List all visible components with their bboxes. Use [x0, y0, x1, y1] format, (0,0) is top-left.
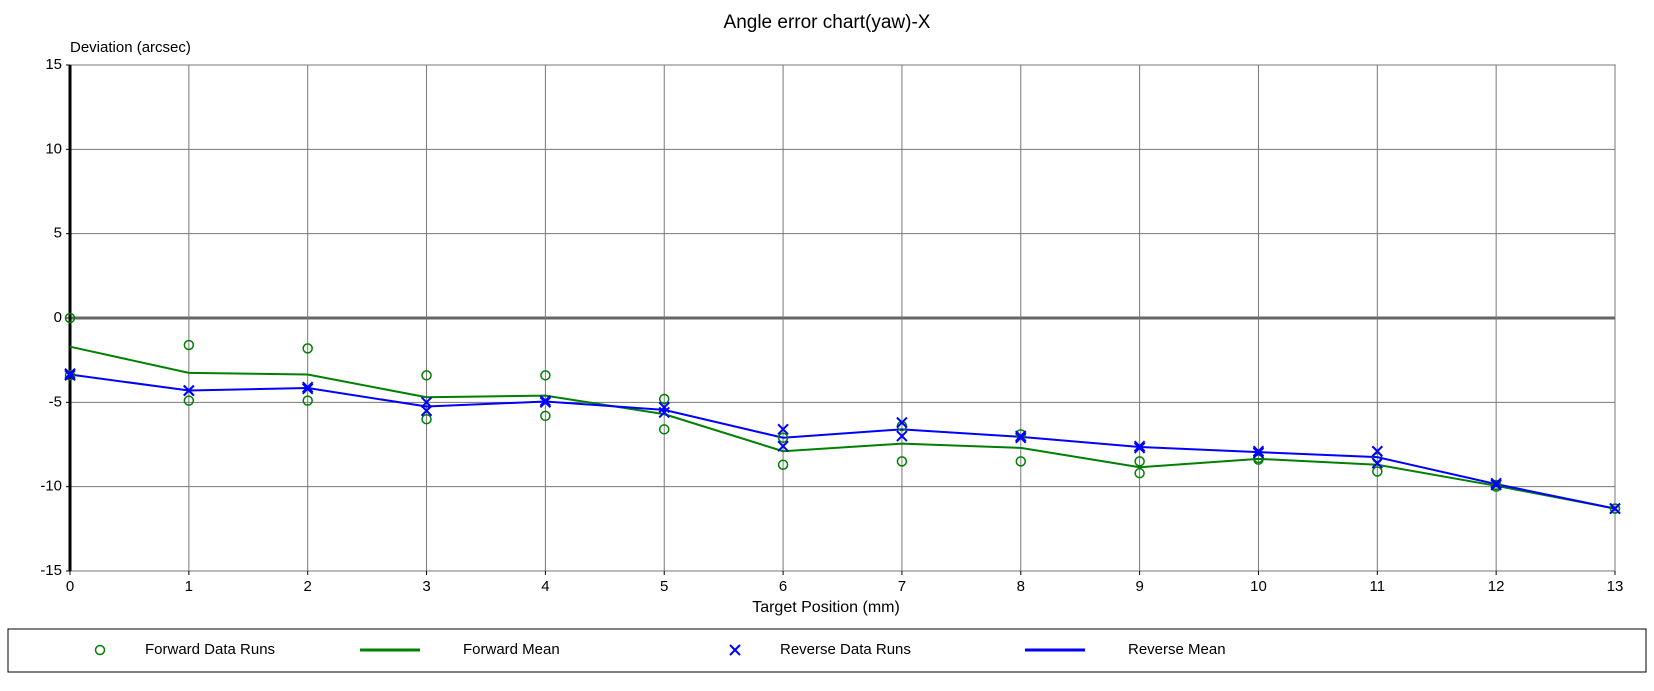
x-marker — [539, 394, 552, 407]
x-tick-label: 13 — [1607, 578, 1624, 595]
x-tick-label: 1 — [185, 578, 193, 595]
x-marker — [777, 440, 789, 452]
x-marker — [64, 369, 76, 382]
x-tick-label: 10 — [1250, 578, 1267, 595]
y-tick-label: 0 — [54, 309, 62, 326]
x-marker — [1609, 502, 1621, 515]
x-marker — [777, 423, 789, 436]
chart-title: Angle error chart(yaw)-X — [724, 12, 931, 33]
legend-label: Forward Data Runs — [145, 641, 275, 658]
x-tick-label: 11 — [1370, 578, 1386, 595]
y-tick-label: -10 — [40, 478, 62, 495]
x-marker — [729, 644, 741, 656]
x-marker — [1133, 440, 1146, 452]
circle-marker — [777, 459, 789, 470]
x-tick-label: 12 — [1488, 578, 1505, 595]
circle-marker — [421, 413, 432, 425]
x-tick-label: 2 — [304, 578, 312, 595]
y-tick-label: 15 — [45, 56, 62, 73]
x-marker — [301, 383, 314, 395]
x-tick-label: 8 — [1017, 578, 1025, 595]
x-tick-label: 0 — [66, 578, 74, 595]
x-marker — [64, 367, 76, 380]
x-marker — [896, 416, 908, 429]
circle-marker — [64, 370, 76, 381]
circle-marker — [64, 312, 76, 324]
x-marker — [1015, 432, 1027, 444]
circle-marker — [1253, 454, 1264, 465]
y-tick-label: 5 — [54, 225, 62, 242]
circle-marker — [540, 410, 551, 422]
mean-line — [69, 373, 1616, 510]
x-marker — [658, 401, 670, 414]
x-marker — [1371, 445, 1384, 457]
x-marker — [1015, 430, 1027, 442]
x-marker — [1490, 479, 1502, 491]
circle-marker — [896, 456, 908, 467]
x-marker — [183, 384, 195, 397]
circle-marker — [540, 370, 551, 381]
x-tick-label: 9 — [1135, 578, 1143, 595]
circle-marker — [1134, 456, 1145, 467]
circle-marker — [658, 393, 670, 405]
y-tick-label: -5 — [49, 393, 62, 410]
circle-marker — [1372, 466, 1383, 477]
x-marker — [1133, 442, 1146, 454]
circle-marker — [183, 339, 195, 351]
x-marker — [420, 396, 433, 409]
x-tick-label: 4 — [541, 578, 549, 595]
y-tick-label: 10 — [45, 140, 62, 157]
circle-marker — [421, 370, 432, 381]
legend-box — [7, 628, 1647, 673]
mean-line — [69, 345, 1616, 510]
x-marker — [1490, 477, 1502, 490]
x-marker — [1252, 445, 1265, 457]
x-marker — [301, 381, 314, 393]
x-tick-label: 5 — [660, 578, 668, 595]
x-axis-title: Target Position (mm) — [752, 599, 900, 616]
x-marker — [1371, 457, 1384, 469]
circle-marker — [777, 432, 789, 444]
circle-marker — [1609, 503, 1621, 514]
x-tick-label: 6 — [779, 578, 787, 595]
x-tick-label: 7 — [898, 578, 906, 595]
circle-marker — [302, 395, 313, 406]
legend-label: Reverse Mean — [1128, 641, 1226, 658]
circle-marker — [302, 343, 313, 354]
x-marker — [658, 406, 670, 419]
circle-marker — [94, 644, 106, 656]
x-marker — [420, 405, 433, 417]
x-marker — [539, 396, 552, 409]
circle-marker — [1134, 467, 1145, 479]
legend-label: Forward Mean — [463, 641, 560, 658]
circle-marker — [1015, 456, 1027, 467]
circle-marker — [183, 395, 195, 406]
y-tick-label: -15 — [40, 562, 62, 579]
x-tick-label: 3 — [422, 578, 430, 595]
legend-label: Reverse Data Runs — [780, 641, 911, 658]
x-marker — [896, 430, 908, 442]
x-marker — [1252, 447, 1265, 459]
circle-marker — [658, 424, 670, 435]
y-axis-title: Deviation (arcsec) — [70, 39, 191, 56]
